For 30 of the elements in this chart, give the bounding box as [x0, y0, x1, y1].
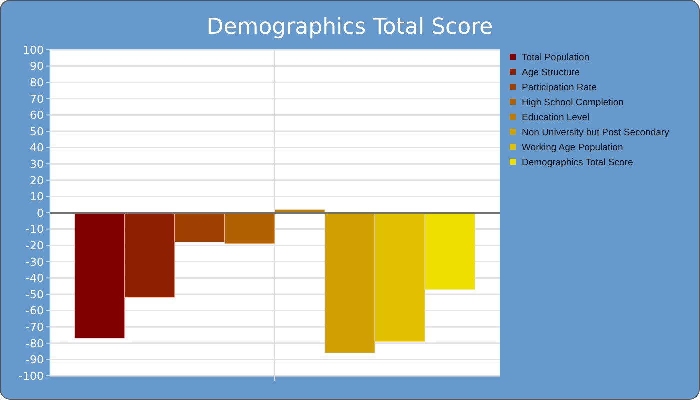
y-tick-label: -40 [26, 272, 44, 286]
y-tick-label: 80 [30, 76, 44, 90]
y-tick-label: -90 [26, 354, 44, 367]
y-tick-label: -50 [26, 288, 44, 302]
y-tick-label: 0 [37, 206, 44, 220]
legend-label: Working Age Population [522, 142, 624, 154]
y-tick-label: 100 [23, 44, 44, 57]
y-tick-label: 60 [30, 109, 44, 122]
y-tick-label: 20 [30, 174, 44, 188]
chart-title: Demographics Total Score [206, 15, 494, 40]
legend-label: High School Completion [522, 97, 624, 108]
y-tick-label: -70 [26, 320, 44, 334]
y-tick-label: -30 [26, 256, 44, 269]
y-tick-label: 40 [30, 142, 44, 155]
y-tick-label: 70 [30, 92, 44, 106]
y-tick-label: 50 [30, 125, 44, 138]
legend-label: Age Structure [522, 67, 580, 78]
legend-label: Total Population [522, 52, 590, 64]
y-tick-label: 10 [30, 190, 44, 204]
legend-label: Education Level [522, 112, 590, 124]
legend-label: Demographics Total Score [522, 157, 634, 168]
y-tick-label: 90 [30, 60, 44, 74]
legend-label: Non University but Post Secondary [522, 127, 670, 138]
y-tick-label: 30 [30, 158, 44, 171]
y-tick-label: -80 [26, 337, 44, 350]
y-tick-label: -60 [26, 304, 44, 318]
y-tick-label: -20 [26, 239, 44, 252]
y-tick-label: -100 [19, 370, 44, 383]
y-tick-label: -10 [26, 223, 44, 236]
legend-label: Participation Rate [522, 82, 597, 94]
